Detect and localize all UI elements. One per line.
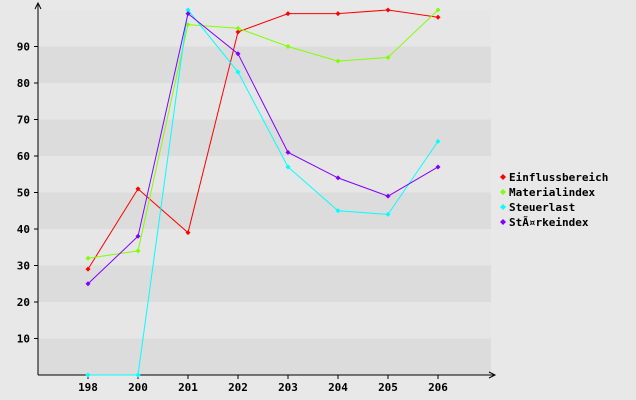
data-point xyxy=(185,230,191,236)
series-2 xyxy=(85,7,441,261)
data-point xyxy=(85,372,91,378)
y-tick-label: 80 xyxy=(17,77,30,90)
x-tick-label: 198 xyxy=(78,381,98,394)
legend-label: Materialindex xyxy=(509,186,595,199)
x-tick-label: 204 xyxy=(328,381,348,394)
data-point xyxy=(285,164,291,170)
legend-item: Einflussbereich xyxy=(500,171,608,184)
data-point xyxy=(135,372,141,378)
legend-marker xyxy=(500,174,506,180)
axis-ticks: 10 20 30 40 50 60 70 80 90 198 200 201 202 203 204 205 2… xyxy=(17,41,449,395)
series-4 xyxy=(85,11,441,287)
legend-label: Steuerlast xyxy=(509,201,575,214)
legend-marker xyxy=(500,204,506,210)
data-point xyxy=(385,211,391,217)
series-line xyxy=(87,9,439,270)
legend-label: Einflussbereich xyxy=(509,171,608,184)
series-1 xyxy=(85,7,441,272)
data-point xyxy=(85,266,91,272)
data-point xyxy=(385,193,391,199)
data-point xyxy=(335,208,341,214)
y-tick-label: 10 xyxy=(17,333,30,346)
data-point xyxy=(335,175,341,181)
x-tick-label: 202 xyxy=(228,381,248,394)
grid-band xyxy=(38,265,491,302)
data-point xyxy=(385,7,391,13)
legend-marker xyxy=(500,189,506,195)
grid-band xyxy=(38,156,491,193)
y-axis-arrow xyxy=(34,1,42,10)
grid-band xyxy=(38,10,491,47)
grid-band xyxy=(38,46,491,83)
series-line xyxy=(88,8,439,376)
grid-band xyxy=(38,302,491,339)
y-tick-label: 60 xyxy=(17,150,30,163)
legend-label: StÃ¤rkeindex xyxy=(509,216,589,229)
series-layer xyxy=(85,7,441,378)
data-point xyxy=(85,281,91,287)
y-tick-label: 70 xyxy=(17,114,30,127)
data-point xyxy=(385,54,391,60)
legend-item: Materialindex xyxy=(500,186,595,199)
grid-band xyxy=(38,192,491,229)
data-point xyxy=(285,44,291,49)
grid-band xyxy=(38,229,491,266)
data-point xyxy=(185,22,191,28)
data-point xyxy=(335,58,341,64)
data-point xyxy=(335,11,341,17)
data-point xyxy=(435,138,441,144)
data-point xyxy=(285,11,291,17)
data-point xyxy=(435,7,441,13)
data-point xyxy=(85,255,91,261)
data-point xyxy=(135,248,141,254)
y-tick-label: 20 xyxy=(17,296,30,309)
grid-band xyxy=(38,338,491,375)
data-point xyxy=(435,14,441,20)
y-tick-label: 30 xyxy=(17,260,30,273)
data-point xyxy=(285,149,291,155)
grid-band xyxy=(38,119,491,156)
legend-item: Steuerlast xyxy=(500,201,575,214)
data-point xyxy=(185,11,191,17)
x-tick-label: 200 xyxy=(128,381,148,394)
series-line xyxy=(87,12,439,285)
legend-marker xyxy=(500,219,506,225)
data-point xyxy=(185,7,191,13)
legend: Einflussbereich Materialindex Steuerlast St… xyxy=(500,171,608,229)
data-point xyxy=(235,69,241,75)
data-point xyxy=(235,29,241,35)
x-tick-label: 201 xyxy=(178,381,198,394)
series-3 xyxy=(85,7,441,378)
data-point xyxy=(235,25,241,31)
x-tick-label: 206 xyxy=(428,381,448,394)
x-tick-label: 205 xyxy=(378,381,398,394)
data-point xyxy=(135,233,141,239)
data-point xyxy=(235,51,241,57)
legend-item: StÃ¤rkeindex xyxy=(500,216,589,229)
data-point xyxy=(135,186,141,192)
data-point xyxy=(435,164,441,170)
x-axis-arrow xyxy=(488,371,497,379)
grid-band xyxy=(38,83,491,120)
x-tick-label: 203 xyxy=(278,381,298,394)
y-tick-label: 50 xyxy=(17,187,30,200)
series-line xyxy=(87,9,439,259)
y-tick-label: 90 xyxy=(17,41,30,54)
plot-background-bands xyxy=(38,10,491,375)
y-tick-label: 40 xyxy=(17,223,30,236)
